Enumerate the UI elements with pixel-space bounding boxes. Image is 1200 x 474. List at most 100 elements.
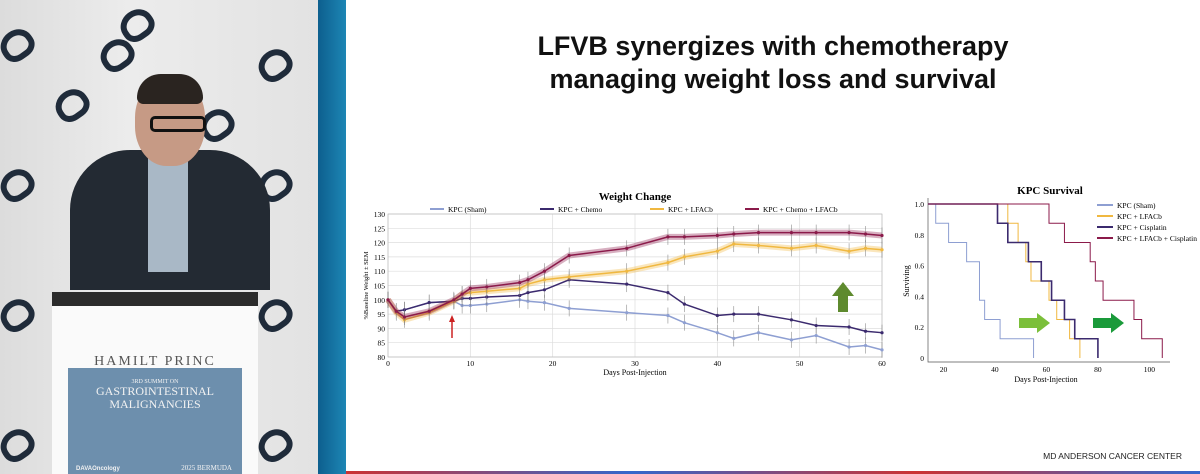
data-point xyxy=(814,323,818,328)
data-point xyxy=(756,312,761,316)
x-tick-label: 20 xyxy=(940,365,948,374)
speaker-hair xyxy=(137,74,203,104)
data-point xyxy=(427,301,431,305)
data-point xyxy=(732,336,736,341)
survival-line-chemo xyxy=(928,203,1099,358)
sign-line2: MALIGNANCIES xyxy=(109,397,201,411)
data-point xyxy=(666,261,670,265)
sign-top: 3RD SUMMIT ON xyxy=(131,379,179,385)
data-point xyxy=(625,246,629,250)
data-point xyxy=(682,235,687,239)
data-point xyxy=(789,338,794,342)
podium-sign: 3RD SUMMIT ON GASTROINTESTINAL MALIGNANC… xyxy=(68,368,242,474)
data-point xyxy=(847,345,851,349)
podium: HAMILT PRINC 3RD SUMMIT ON GASTROINTESTI… xyxy=(52,292,258,474)
data-point xyxy=(682,302,687,306)
x-tick-label: 60 xyxy=(1043,365,1051,374)
data-point xyxy=(485,285,489,289)
dava-logo: DAVAOncology xyxy=(76,466,120,472)
data-point xyxy=(847,325,851,329)
y-tick-label: 0.6 xyxy=(915,262,925,271)
y-tick-label: 115 xyxy=(374,253,385,262)
title-line-2: managing weight loss and survival xyxy=(549,64,997,94)
data-point xyxy=(732,242,736,246)
plot-frame xyxy=(387,213,883,358)
legend-label: KPC (Sham) xyxy=(448,205,487,214)
x-tick-label: 30 xyxy=(631,359,639,368)
green-arrow-right-icon xyxy=(1093,313,1124,333)
data-point xyxy=(518,281,522,285)
x-tick-label: 0 xyxy=(386,359,390,368)
axes xyxy=(927,198,1170,363)
survival-line-combo xyxy=(928,203,1163,358)
x-tick-label: 50 xyxy=(796,359,804,368)
data-point xyxy=(756,331,761,335)
data-point xyxy=(526,278,530,282)
podium-brand: HAMILT PRINC xyxy=(94,354,216,369)
data-point xyxy=(847,249,851,253)
survival-line-sham xyxy=(928,203,1035,358)
data-point xyxy=(625,282,629,286)
y-tick-label: 120 xyxy=(374,239,386,248)
y-tick-label: 110 xyxy=(374,267,385,276)
data-point xyxy=(542,288,547,292)
title-line-1: LFVB synergizes with chemotherapy xyxy=(537,31,1009,61)
slide xyxy=(346,0,1200,474)
chart-title: Weight Change xyxy=(599,191,672,203)
data-point xyxy=(526,291,530,295)
data-point xyxy=(715,249,719,253)
green-arrow-right-icon xyxy=(1019,313,1050,333)
data-point xyxy=(880,248,884,252)
y-tick-label: 0.4 xyxy=(915,292,925,301)
data-point xyxy=(863,343,868,348)
data-point xyxy=(715,233,719,238)
data-point xyxy=(386,298,390,302)
data-point xyxy=(567,306,571,310)
chart-title: KPC Survival xyxy=(1017,185,1083,197)
data-point xyxy=(666,291,670,295)
data-point xyxy=(880,233,884,238)
legend-label: KPC + LFACb xyxy=(668,205,713,214)
data-point xyxy=(863,246,868,250)
data-point xyxy=(567,275,571,279)
y-tick-label: 90 xyxy=(378,324,386,333)
data-point xyxy=(402,315,407,319)
sign-line1: GASTROINTESTINAL xyxy=(96,384,214,398)
data-point xyxy=(715,331,719,335)
data-point xyxy=(460,292,464,296)
y-tick-label: 105 xyxy=(374,282,386,291)
y-tick-label: 1.0 xyxy=(915,200,925,209)
data-point xyxy=(789,246,794,250)
speaker-shirt xyxy=(148,152,188,272)
survival-line-lfacb xyxy=(928,203,1081,358)
y-tick-label: 0.2 xyxy=(915,323,925,332)
legend-label: KPC + Chemo xyxy=(558,205,602,214)
data-point xyxy=(789,318,794,322)
data-point xyxy=(880,331,884,335)
y-tick-label: 130 xyxy=(374,210,386,219)
legend-label: KPC + LFACb + Cisplatin xyxy=(1117,234,1197,243)
data-point xyxy=(847,230,851,235)
legend-label: KPC (Sham) xyxy=(1117,201,1156,210)
y-tick-label: 85 xyxy=(378,339,386,348)
data-point xyxy=(756,243,761,248)
data-point xyxy=(452,298,456,302)
y-axis-label: Surviving xyxy=(902,265,911,297)
red-arrow-icon xyxy=(449,315,455,322)
data-point xyxy=(756,230,761,235)
legend-label: KPC + LFACb xyxy=(1117,212,1162,221)
data-point xyxy=(542,278,547,282)
y-tick-label: 80 xyxy=(378,353,386,362)
video-timeline[interactable] xyxy=(346,471,1200,474)
green-arrow-up-icon xyxy=(832,282,854,312)
x-tick-label: 20 xyxy=(549,359,557,368)
data-point xyxy=(394,309,398,313)
x-tick-label: 100 xyxy=(1144,365,1156,374)
y-tick-label: 125 xyxy=(374,224,386,233)
data-point xyxy=(732,312,736,316)
data-point xyxy=(526,299,530,303)
y-tick-label: 100 xyxy=(374,296,386,305)
data-point xyxy=(542,269,547,273)
data-point xyxy=(427,309,431,313)
slide-title: LFVB synergizes with chemotherapy managi… xyxy=(346,30,1200,96)
